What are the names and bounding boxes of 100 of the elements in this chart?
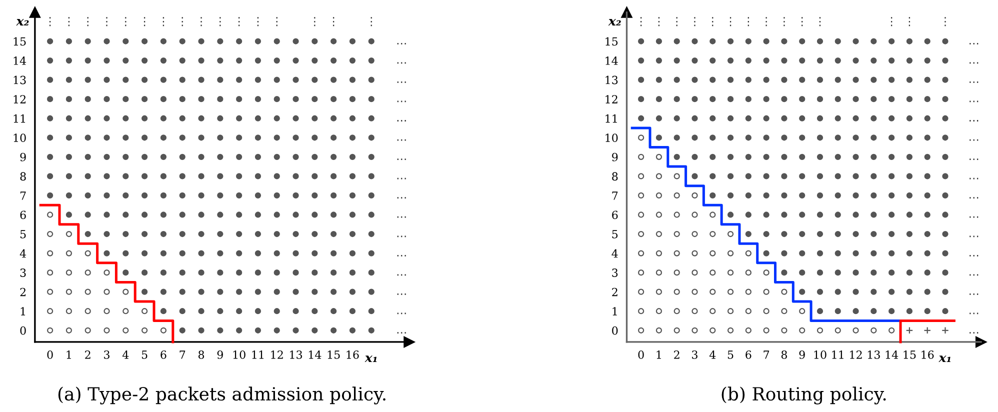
point xyxy=(942,288,948,295)
point xyxy=(104,288,110,295)
point xyxy=(349,154,356,160)
point xyxy=(674,38,680,44)
x-tick-label: 6 xyxy=(160,350,166,359)
y-tick-label: 2 xyxy=(612,288,618,296)
point xyxy=(710,173,716,180)
point xyxy=(906,212,913,218)
point xyxy=(816,96,824,102)
point xyxy=(816,154,824,160)
point xyxy=(781,270,788,276)
point xyxy=(312,308,318,314)
y-tick-label: 6 xyxy=(612,210,618,220)
point xyxy=(834,38,841,44)
point xyxy=(870,173,877,180)
point xyxy=(330,76,337,83)
annotation: … xyxy=(397,100,406,102)
annotation: … xyxy=(970,294,978,295)
point xyxy=(674,76,680,83)
point xyxy=(368,134,374,141)
point xyxy=(254,327,262,334)
point xyxy=(217,96,224,102)
point xyxy=(160,38,167,44)
point xyxy=(104,327,110,334)
point xyxy=(781,96,788,102)
point xyxy=(236,173,242,180)
point xyxy=(834,76,841,83)
point xyxy=(84,192,91,199)
point xyxy=(745,212,752,218)
point xyxy=(292,192,299,199)
x-tick-label: 8 xyxy=(781,350,787,359)
annotation: … xyxy=(397,236,406,238)
annotation: ⋮ xyxy=(766,17,767,26)
annotation: … xyxy=(397,139,406,141)
point xyxy=(888,270,895,276)
point xyxy=(349,192,356,199)
point xyxy=(142,38,148,44)
point xyxy=(236,327,242,334)
point xyxy=(852,288,859,295)
point xyxy=(816,115,824,122)
point xyxy=(236,134,242,141)
point xyxy=(274,212,280,218)
point xyxy=(763,192,770,199)
annotation: … xyxy=(970,216,978,218)
x-tick-label: 11 xyxy=(252,350,264,359)
point xyxy=(122,154,129,160)
point xyxy=(906,76,913,83)
point xyxy=(142,327,148,334)
point xyxy=(816,212,824,218)
point xyxy=(710,134,716,141)
point xyxy=(46,115,54,122)
point xyxy=(236,308,242,314)
point xyxy=(692,173,698,180)
point xyxy=(924,173,930,180)
text: (b) Routing policy. xyxy=(722,386,886,404)
point xyxy=(852,173,859,180)
point xyxy=(330,230,337,238)
point xyxy=(292,212,299,218)
x-tick-label: 3 xyxy=(104,350,110,359)
point xyxy=(924,308,930,314)
point xyxy=(799,96,806,102)
point xyxy=(745,96,752,102)
point xyxy=(122,115,129,122)
point xyxy=(160,308,167,314)
point xyxy=(330,327,337,334)
point xyxy=(710,154,716,160)
point xyxy=(236,250,242,256)
x-tick-label: 4 xyxy=(122,350,129,359)
point xyxy=(368,76,374,83)
point xyxy=(236,115,242,122)
point xyxy=(870,57,877,64)
point xyxy=(104,192,110,199)
point xyxy=(816,76,824,83)
x-tick-label: 7 xyxy=(764,350,770,359)
point xyxy=(330,115,337,122)
point xyxy=(763,250,770,256)
point xyxy=(217,173,224,180)
x-tick-label: 2 xyxy=(674,350,680,359)
point xyxy=(349,230,356,238)
point xyxy=(312,270,318,276)
point xyxy=(46,96,54,102)
point xyxy=(142,230,148,238)
point xyxy=(745,192,752,199)
point xyxy=(870,96,877,102)
point xyxy=(942,76,948,83)
point xyxy=(104,96,110,102)
point xyxy=(834,154,841,160)
point xyxy=(217,270,224,276)
point xyxy=(292,288,299,295)
point xyxy=(84,230,91,238)
x-tick-label: 13 xyxy=(290,350,302,359)
point xyxy=(217,154,224,160)
annotation: ⋮ xyxy=(640,17,642,26)
point xyxy=(852,212,859,218)
point xyxy=(799,230,806,238)
point xyxy=(142,288,148,295)
point xyxy=(638,57,644,64)
point xyxy=(198,96,204,102)
annotation: ⋮ xyxy=(370,17,372,26)
x-tick-label: 15 xyxy=(328,350,340,359)
